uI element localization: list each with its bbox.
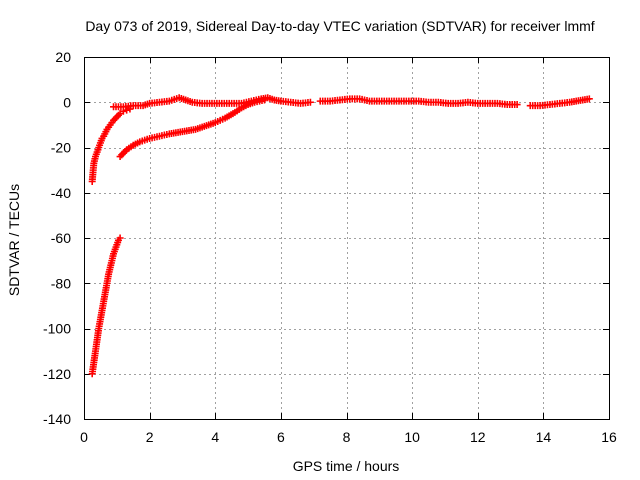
y-tick-label: -120: [43, 366, 71, 382]
data-series: [526, 95, 593, 110]
data-point: [116, 234, 124, 242]
axis-ticks: 0 2 4 6 8 10 12 14 16 20 0 -20 -40 -60 -80 -100 -120 -140: [43, 49, 617, 445]
plot-frame: [84, 57, 610, 420]
x-axis-label: GPS time / hours: [293, 458, 400, 474]
data-point: [306, 98, 314, 106]
data-series: [316, 95, 521, 109]
x-tick-label: 16: [601, 429, 617, 445]
data-points: [88, 94, 593, 378]
x-tick-label: 4: [211, 429, 219, 445]
chart-title: Day 073 of 2019, Sidereal Day-to-day VTE…: [85, 18, 594, 34]
x-tick-label: 12: [470, 429, 486, 445]
x-tick-label: 14: [536, 429, 552, 445]
data-series: [88, 105, 134, 185]
y-tick-label: -80: [51, 275, 71, 291]
y-tick-label: -20: [51, 140, 71, 156]
y-tick-label: -60: [51, 230, 71, 246]
data-point: [585, 95, 593, 103]
y-tick-label: 0: [63, 94, 71, 110]
y-tick-label: -40: [51, 185, 71, 201]
y-tick-label: 20: [55, 49, 71, 65]
data-series: [88, 234, 124, 378]
grid: [84, 57, 609, 419]
y-tick-label: -100: [43, 321, 71, 337]
data-point: [123, 106, 131, 114]
data-series: [110, 94, 314, 111]
x-tick-label: 10: [404, 429, 420, 445]
x-tick-label: 0: [80, 429, 88, 445]
x-tick-label: 2: [146, 429, 154, 445]
x-tick-label: 8: [343, 429, 351, 445]
y-axis-label: SDTVAR / TECUs: [6, 184, 22, 296]
y-tick-label: -140: [43, 411, 71, 427]
x-tick-label: 6: [277, 429, 285, 445]
data-point: [513, 101, 521, 109]
